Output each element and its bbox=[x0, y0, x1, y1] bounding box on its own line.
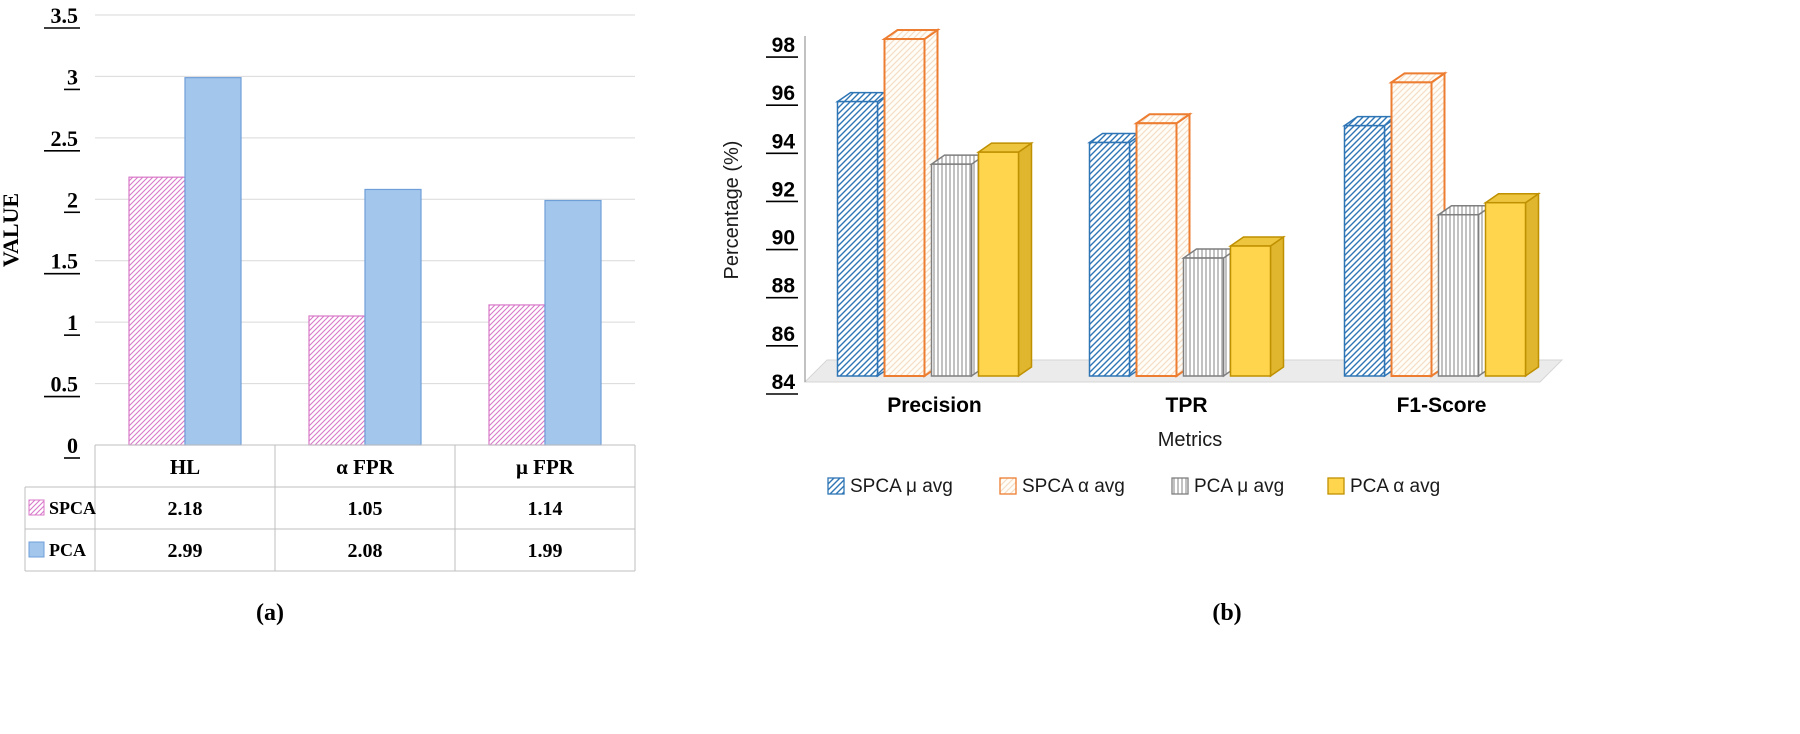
bar-tpr-1 bbox=[1133, 112, 1193, 378]
y-tick-label: 92 bbox=[772, 178, 795, 201]
legend-swatch-1 bbox=[999, 477, 1017, 495]
table-value: 2.18 bbox=[168, 498, 203, 520]
bar-f1-score-1 bbox=[1388, 71, 1448, 378]
chart-b-percentage-3d-bar-chart: 84 86 88 90 92 94 96 98 Percentage (%) Precision T… bbox=[721, 28, 1564, 497]
table-value: 2.99 bbox=[168, 540, 203, 562]
x-axis-title: Metrics bbox=[1158, 429, 1222, 451]
bar-f1-score-2 bbox=[1436, 204, 1494, 378]
bar-precision-2 bbox=[929, 153, 987, 378]
y-tick-label: 88 bbox=[772, 275, 796, 298]
bar-front-face bbox=[836, 100, 879, 377]
bar-pca-1 bbox=[364, 188, 422, 446]
bar-front-face bbox=[1088, 141, 1131, 377]
table-value: 1.14 bbox=[528, 498, 563, 520]
y-tick-label: 90 bbox=[772, 227, 795, 250]
y-tick-label: 3 bbox=[67, 64, 78, 89]
legend-swatch-pca bbox=[28, 541, 45, 558]
bar-front-face bbox=[977, 151, 1020, 377]
bar-pca-0 bbox=[184, 77, 242, 446]
bar-tpr-3 bbox=[1228, 235, 1286, 378]
legend-swatch-0 bbox=[827, 477, 845, 495]
y-tick-label: 2.5 bbox=[51, 126, 79, 151]
bar-front-face bbox=[1484, 201, 1527, 377]
bar-spca-1 bbox=[308, 315, 366, 446]
legend-label-2: PCA μ avg bbox=[1194, 476, 1284, 497]
bar-tpr-2 bbox=[1181, 247, 1239, 378]
y-axis-title: VALUE bbox=[0, 193, 23, 267]
table-row-label: PCA bbox=[49, 540, 86, 560]
bar-front-face bbox=[883, 38, 926, 378]
legend-swatch-3 bbox=[1327, 477, 1345, 495]
x-category-label: F1-Score bbox=[1397, 394, 1487, 417]
bar-spca-0 bbox=[128, 176, 186, 446]
y-tick-label: 3.5 bbox=[51, 3, 79, 28]
y-tick-label: 84 bbox=[772, 371, 796, 394]
caption-a: (a) bbox=[256, 600, 284, 626]
bar-precision-0 bbox=[835, 91, 893, 378]
bar-spca-2 bbox=[488, 304, 546, 446]
y-tick-label: 96 bbox=[772, 82, 795, 105]
table-value: 2.08 bbox=[348, 540, 383, 562]
bar-f1-score-0 bbox=[1342, 115, 1400, 378]
bar-front-face bbox=[930, 163, 973, 377]
table-header-1: α FPR bbox=[336, 455, 395, 479]
table-header-2: μ FPR bbox=[516, 455, 575, 479]
y-tick-label: 0 bbox=[67, 433, 78, 458]
bar-precision-1 bbox=[881, 28, 941, 378]
bar-front-face bbox=[1229, 245, 1272, 377]
bar-tpr-0 bbox=[1087, 132, 1145, 378]
bar-front-face bbox=[1343, 124, 1386, 377]
bar-side-face bbox=[1017, 141, 1033, 378]
bar-side-face bbox=[1269, 235, 1285, 378]
legend-label-3: PCA α avg bbox=[1350, 476, 1440, 497]
y-tick-label: 2 bbox=[67, 187, 78, 212]
legend-label-0: SPCA μ avg bbox=[850, 476, 953, 497]
bar-front-face bbox=[1390, 81, 1433, 377]
table-value: 1.05 bbox=[348, 498, 383, 520]
bar-precision-3 bbox=[976, 141, 1034, 378]
table-value: 1.99 bbox=[528, 540, 563, 562]
legend-label-1: SPCA α avg bbox=[1022, 476, 1125, 497]
bar-front-face bbox=[1182, 257, 1225, 377]
y-tick-label: 1.5 bbox=[51, 249, 79, 274]
bar-front-face bbox=[1437, 213, 1480, 377]
x-category-label: TPR bbox=[1166, 394, 1208, 417]
y-tick-label: 94 bbox=[772, 130, 796, 153]
bar-pca-2 bbox=[544, 199, 602, 446]
x-category-label: Precision bbox=[887, 394, 982, 417]
caption-b: (b) bbox=[1212, 600, 1242, 626]
y-axis-title: Percentage (%) bbox=[721, 141, 743, 280]
chart-a-value-bar-chart: 0 0.5 1 1.5 2 2.5 3 3.5 VALUE HL α FPR μ FPR SPCA 2.1… bbox=[0, 3, 636, 572]
legend-swatch-spca bbox=[28, 499, 45, 516]
y-tick-label: 98 bbox=[772, 34, 796, 57]
table-header-0: HL bbox=[170, 455, 200, 479]
y-tick-label: 86 bbox=[772, 323, 795, 346]
y-tick-label: 0.5 bbox=[51, 372, 79, 397]
bar-front-face bbox=[1135, 122, 1178, 377]
bar-side-face bbox=[1524, 192, 1540, 378]
y-tick-label: 1 bbox=[67, 310, 78, 335]
legend-swatch-2 bbox=[1171, 477, 1189, 495]
bar-f1-score-3 bbox=[1483, 192, 1541, 378]
table-row-label: SPCA bbox=[49, 498, 96, 518]
